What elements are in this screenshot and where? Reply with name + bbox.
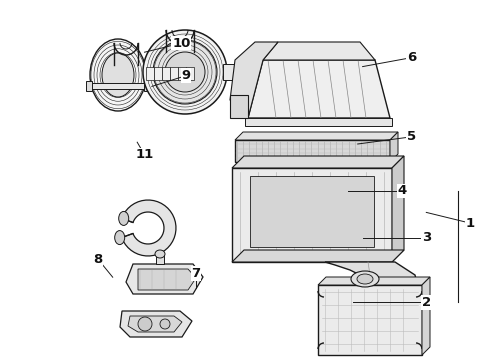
Polygon shape xyxy=(230,95,248,118)
Ellipse shape xyxy=(351,271,379,287)
Polygon shape xyxy=(126,264,203,294)
Ellipse shape xyxy=(160,319,170,329)
Text: 11: 11 xyxy=(135,148,154,161)
Polygon shape xyxy=(422,277,430,355)
Polygon shape xyxy=(263,42,375,60)
Polygon shape xyxy=(230,42,278,118)
Polygon shape xyxy=(235,132,398,140)
Polygon shape xyxy=(162,67,170,80)
Polygon shape xyxy=(120,311,192,337)
Polygon shape xyxy=(156,254,164,264)
Text: 7: 7 xyxy=(192,267,200,280)
Polygon shape xyxy=(232,156,404,168)
Polygon shape xyxy=(318,277,430,285)
Polygon shape xyxy=(392,156,404,262)
Polygon shape xyxy=(232,168,392,262)
Ellipse shape xyxy=(115,230,124,244)
Polygon shape xyxy=(90,83,146,89)
Polygon shape xyxy=(138,269,196,290)
Polygon shape xyxy=(144,81,150,91)
Text: 3: 3 xyxy=(422,231,431,244)
Polygon shape xyxy=(318,285,422,355)
Text: 4: 4 xyxy=(397,184,406,197)
Ellipse shape xyxy=(102,53,134,97)
Polygon shape xyxy=(170,67,178,80)
Ellipse shape xyxy=(138,317,152,331)
Ellipse shape xyxy=(153,40,217,104)
Text: 9: 9 xyxy=(182,69,191,82)
Ellipse shape xyxy=(155,250,165,258)
Polygon shape xyxy=(223,64,237,80)
Polygon shape xyxy=(250,176,374,247)
Polygon shape xyxy=(128,316,182,332)
Polygon shape xyxy=(86,81,92,91)
Polygon shape xyxy=(390,132,398,162)
Text: 1: 1 xyxy=(466,217,475,230)
Text: 2: 2 xyxy=(422,296,431,309)
Polygon shape xyxy=(154,67,162,80)
Polygon shape xyxy=(178,67,186,80)
Text: 6: 6 xyxy=(407,51,416,64)
Polygon shape xyxy=(325,262,420,320)
Polygon shape xyxy=(146,67,154,80)
Ellipse shape xyxy=(143,30,227,114)
Text: 5: 5 xyxy=(407,130,416,143)
Ellipse shape xyxy=(119,211,129,225)
Ellipse shape xyxy=(90,39,146,111)
Polygon shape xyxy=(245,118,392,126)
Ellipse shape xyxy=(165,52,205,92)
Polygon shape xyxy=(235,140,390,162)
Text: 10: 10 xyxy=(172,37,191,50)
Polygon shape xyxy=(122,200,176,256)
Text: 8: 8 xyxy=(94,253,102,266)
Ellipse shape xyxy=(357,274,373,284)
Polygon shape xyxy=(232,250,404,262)
Polygon shape xyxy=(186,67,194,80)
Polygon shape xyxy=(248,60,390,118)
